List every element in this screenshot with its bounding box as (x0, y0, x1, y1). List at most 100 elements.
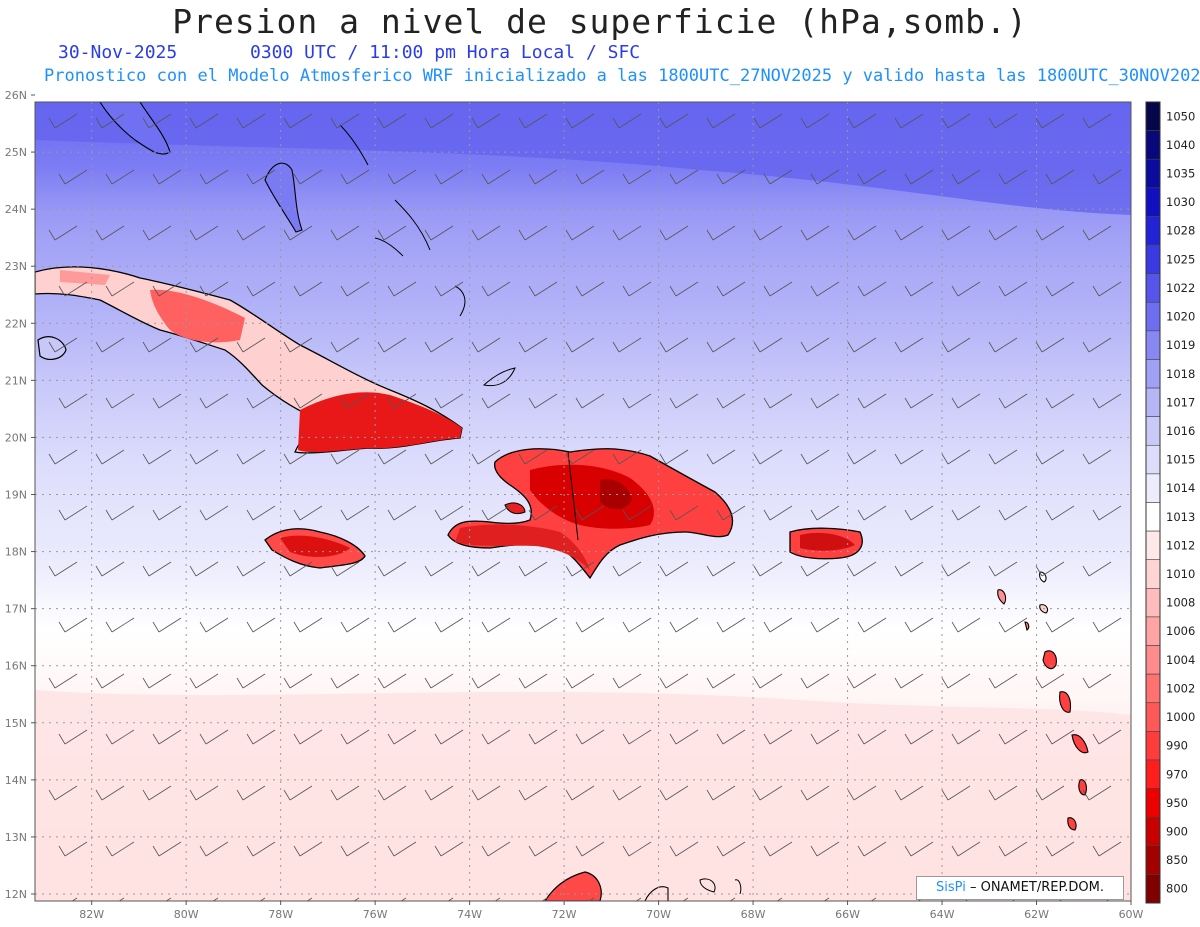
lon-label: 80W (174, 908, 199, 921)
wind-barb (823, 897, 830, 901)
colorbar-label: 1035 (1166, 167, 1195, 181)
wind-barb (565, 561, 595, 577)
wind-barb (541, 897, 548, 901)
wind-barb (988, 561, 1018, 577)
wind-barb (857, 393, 887, 409)
wind-barb (1045, 505, 1075, 521)
wind-barb (340, 169, 370, 185)
wind-barb (857, 617, 887, 633)
lat-label: 19N (5, 489, 27, 502)
colorbar-swatch (1145, 788, 1161, 818)
wind-barb (565, 113, 595, 129)
wind-barb (142, 113, 172, 129)
wind-barb (612, 113, 642, 129)
wind-barb (763, 841, 793, 857)
wind-barb (659, 449, 689, 465)
wind-barb (716, 617, 746, 633)
lat-label: 16N (5, 660, 27, 673)
wind-barb (706, 673, 736, 689)
wind-barb (48, 673, 78, 689)
wind-barb (118, 897, 125, 901)
wind-barb (753, 337, 783, 353)
wind-barb (904, 729, 934, 745)
colorbar-swatch (1145, 702, 1161, 732)
colorbar-swatch (1145, 216, 1161, 246)
wind-barb (753, 673, 783, 689)
colorbar-swatch (1145, 244, 1161, 274)
wind-barb (142, 673, 172, 689)
wind-barb (95, 673, 125, 689)
wind-barb (434, 169, 464, 185)
wind-barb (142, 449, 172, 465)
forecast-time: 0300 UTC / 11:00 pm Hora Local / SFC (250, 42, 641, 63)
wind-barb (293, 505, 323, 521)
wind-barb (142, 337, 172, 353)
wind-barb (246, 281, 276, 297)
wind-barb (293, 281, 323, 297)
wind-barb (575, 393, 605, 409)
wind-barb (810, 841, 840, 857)
colorbar-label: 1012 (1166, 538, 1195, 552)
wind-barb (481, 169, 511, 185)
colorbar-label: 1002 (1166, 681, 1195, 695)
wind-barb (669, 729, 699, 745)
wind-barb (152, 505, 182, 521)
wind-barb (481, 281, 511, 297)
wind-barb (857, 841, 887, 857)
wind-barb (894, 449, 924, 465)
wind-barb (1082, 785, 1112, 801)
wind-barb (857, 505, 887, 521)
wind-barb (189, 337, 219, 353)
wind-barb (857, 729, 887, 745)
wind-barb (706, 449, 736, 465)
wind-barb (95, 561, 125, 577)
wind-barb (565, 337, 595, 353)
lon-label: 82W (79, 908, 104, 921)
wind-barb (941, 225, 971, 241)
wind-barb (400, 897, 407, 901)
lon-label: 76W (363, 908, 388, 921)
wind-barb (1035, 673, 1065, 689)
credit-box: SisPi – ONAMET/REP.DOM. (916, 876, 1124, 900)
wind-barb (58, 393, 88, 409)
wind-barb (800, 337, 830, 353)
wind-barb (48, 561, 78, 577)
wind-barb (1092, 617, 1122, 633)
colorbar-label: 1016 (1166, 424, 1195, 438)
colorbar-label: 990 (1166, 739, 1188, 753)
wind-barb (951, 729, 981, 745)
wind-barb (377, 785, 407, 801)
wind-barb (612, 449, 642, 465)
wind-barb (998, 729, 1028, 745)
wind-barb (904, 281, 934, 297)
wind-barb (340, 393, 370, 409)
wind-barb (565, 785, 595, 801)
lon-label: 68W (741, 908, 766, 921)
wind-barb (941, 449, 971, 465)
wind-barb (481, 841, 511, 857)
wind-barb (1011, 897, 1018, 901)
wind-barb (48, 337, 78, 353)
map-title: Presion a nivel de superficie (hPa,somb.… (172, 2, 1028, 41)
wind-barb (575, 505, 605, 521)
wind-barb (706, 561, 736, 577)
wind-barb (447, 897, 454, 901)
wind-barb (1045, 281, 1075, 297)
lat-label: 12N (5, 888, 27, 901)
wind-barb (800, 673, 830, 689)
wind-barb (998, 393, 1028, 409)
colorbar-swatch (1145, 559, 1161, 589)
wind-barb (95, 337, 125, 353)
wind-barb (1082, 337, 1112, 353)
colorbar-swatch (1145, 874, 1161, 904)
wind-barb (95, 785, 125, 801)
wind-barb (424, 785, 454, 801)
wind-barb (659, 561, 689, 577)
model-init-line: Pronostico con el Modelo Atmosferico WRF… (44, 66, 1200, 86)
wind-barb (434, 281, 464, 297)
wind-barb (1092, 393, 1122, 409)
wind-barb (659, 113, 689, 129)
wind-barb (800, 113, 830, 129)
wind-barb (293, 841, 323, 857)
